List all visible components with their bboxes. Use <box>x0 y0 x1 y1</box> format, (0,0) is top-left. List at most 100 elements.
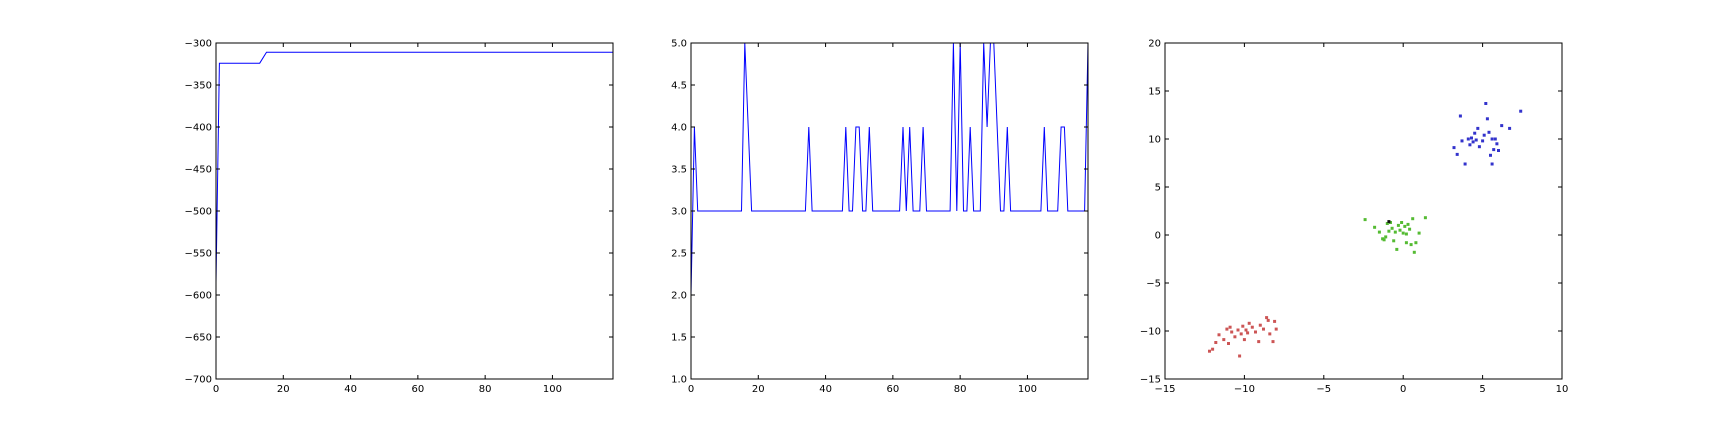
y-tick-label: 2.5 <box>671 249 687 260</box>
scatter-point <box>1387 229 1391 233</box>
scatter-point <box>1412 250 1416 254</box>
scatter-point <box>1247 321 1251 325</box>
scatter-point <box>1485 117 1489 121</box>
scatter-point <box>1238 354 1242 358</box>
scatter-point <box>1236 328 1240 332</box>
y-tick-label: 15 <box>1148 87 1161 98</box>
scatter-point <box>1484 102 1488 105</box>
series-line <box>691 43 1088 296</box>
x-tick-label: 60 <box>886 384 899 395</box>
scatter-point <box>1390 226 1394 230</box>
scatter-point <box>1414 241 1418 245</box>
scatter-point <box>1266 318 1270 322</box>
x-tick-label: 60 <box>411 384 424 395</box>
x-tick-label: 5 <box>1479 384 1485 395</box>
series-line <box>216 51 613 283</box>
x-tick-label: −10 <box>1234 384 1255 395</box>
y-tick-label: −15 <box>1140 375 1161 386</box>
scatter-point <box>1254 330 1257 334</box>
scatter-point <box>1211 347 1215 351</box>
scatter-point <box>1458 114 1462 118</box>
scatter-point <box>1463 162 1467 166</box>
x-tick-label: 20 <box>752 384 765 395</box>
scatter-point <box>1244 328 1248 332</box>
y-tick-label: −350 <box>185 81 212 92</box>
scatter-point <box>1387 220 1391 224</box>
scatter-point <box>1241 324 1245 328</box>
x-tick-label: 10 <box>1556 384 1569 395</box>
scatter-point <box>1396 223 1400 227</box>
scatter-point <box>1423 216 1427 220</box>
y-tick-label: 3.0 <box>671 207 687 218</box>
y-tick-label: 3.5 <box>671 165 687 176</box>
cluster-count-line-chart: 0 20 40 60 80 100 1.0 1.5 2.0 2.5 3.0 3.5 4.0 4.5 5.0 <box>671 39 1089 395</box>
scatter-point <box>1408 227 1412 231</box>
scatter-point <box>1257 340 1261 344</box>
scatter-point <box>1363 218 1367 222</box>
scatter-point <box>1404 241 1408 245</box>
x-tick-label: −15 <box>1154 384 1175 395</box>
y-tick-label: −10 <box>1140 327 1161 338</box>
scatter-point <box>1222 338 1226 342</box>
plot-frame <box>1164 42 1563 380</box>
cluster-scatter-plot: −15 −10 −5 0 5 10 −15 −10 −5 0 5 10 15 20 <box>1140 39 1568 396</box>
scatter-point <box>1493 137 1497 141</box>
scatter-point <box>1519 109 1523 113</box>
plot-data <box>691 43 1088 296</box>
y-tick-label: −650 <box>185 333 212 344</box>
x-tick-label: 80 <box>479 384 492 395</box>
x-tick-label: 80 <box>954 384 967 395</box>
x-tick-label: 0 <box>1400 384 1406 395</box>
scatter-point <box>1460 139 1464 143</box>
scatter-point <box>1208 349 1211 353</box>
y-tick-label: 4.0 <box>671 123 687 134</box>
scatter-point <box>1392 239 1396 243</box>
scatter-point <box>1495 142 1499 146</box>
scatter-point <box>1471 140 1475 144</box>
y-tick-label: −550 <box>185 249 212 260</box>
scatter-point <box>1389 221 1392 224</box>
y-tick-label: −400 <box>185 123 212 134</box>
scatter-point <box>1230 330 1234 334</box>
plot-data <box>1208 102 1523 358</box>
scatter-point <box>1468 143 1472 147</box>
scatter-point <box>1239 332 1243 336</box>
scatter-point <box>1382 238 1386 242</box>
x-tick-label: 100 <box>1018 384 1037 395</box>
scatter-point <box>1473 131 1477 135</box>
scatter-point <box>1411 217 1415 221</box>
scatter-point <box>1474 138 1478 142</box>
scatter-point <box>1492 148 1496 152</box>
scatter-point <box>1490 137 1494 141</box>
scatter-point <box>1481 139 1485 143</box>
scatter-point <box>1482 133 1486 137</box>
scatter-point <box>1401 231 1405 235</box>
scatter-point <box>1406 222 1410 226</box>
scatter-point <box>1214 341 1218 344</box>
scatter-point <box>1227 342 1230 345</box>
x-tick-label: 40 <box>344 384 357 395</box>
scatter-point <box>1384 235 1388 239</box>
plot-data <box>216 51 613 283</box>
scatter-point <box>1258 323 1262 327</box>
y-tick-label: −5 <box>1146 279 1161 290</box>
scatter-point <box>1250 325 1254 329</box>
y-tick-label: 5.0 <box>671 39 687 50</box>
scatter-point <box>1476 126 1480 130</box>
scatter-point <box>1217 333 1221 337</box>
scatter-point <box>1398 228 1402 232</box>
scatter-point <box>1500 124 1504 128</box>
scatter-point <box>1455 152 1459 156</box>
x-tick-label: 100 <box>543 384 562 395</box>
scatter-point <box>1409 243 1413 247</box>
y-tick-label: −500 <box>185 207 212 218</box>
x-tick-label: 0 <box>688 384 694 395</box>
scatter-point <box>1477 145 1481 149</box>
x-tick-label: −5 <box>1316 384 1331 395</box>
scatter-point <box>1404 232 1408 236</box>
scatter-point <box>1395 247 1399 251</box>
scatter-point <box>1403 224 1407 228</box>
scatter-point <box>1246 331 1250 335</box>
scatter-point <box>1452 146 1456 150</box>
